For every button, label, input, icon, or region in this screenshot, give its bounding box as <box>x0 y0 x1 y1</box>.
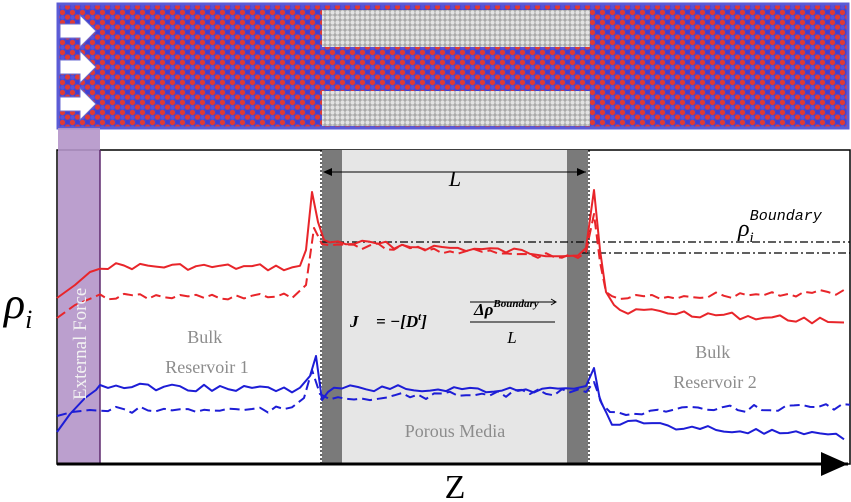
porous-wall-right <box>567 150 588 464</box>
white-right-arrow-icon <box>59 49 97 85</box>
fluid-region-left <box>58 4 323 128</box>
boundary-rho-label: ρiBoundary <box>737 208 823 246</box>
porous-slab-bottom <box>322 91 590 126</box>
y-axis-label: ρi <box>2 279 32 334</box>
simulation-box-border <box>56 2 850 130</box>
fluid-region-right <box>590 4 848 128</box>
density-plot: L ρiBoundary J⃗ = −[Dt] ΔρBoundary L Bul… <box>2 128 851 502</box>
length-label: L <box>448 166 461 191</box>
porous-media-region <box>322 150 588 464</box>
density-curves <box>56 189 851 441</box>
x-axis-label: Z <box>445 469 466 502</box>
bulk-reservoir-2-label: Bulk Reservoir 2 <box>673 342 756 392</box>
density-curve-red-solid <box>56 189 845 325</box>
bulk-reservoir-1-label: Bulk Reservoir 1 <box>165 327 248 377</box>
svg-text:L: L <box>506 328 516 347</box>
density-curve-blue-dashed <box>56 369 851 417</box>
density-curve-blue-solid <box>56 355 845 441</box>
external-force-band <box>58 128 100 464</box>
svg-text:ΔρBoundary: ΔρBoundary <box>473 298 539 319</box>
external-force-label: External Force <box>70 288 91 400</box>
porous-wall-left <box>322 150 342 464</box>
white-right-arrow-icon <box>59 86 97 122</box>
porous-media-label: Porous Media <box>405 421 506 441</box>
simulation-snapshot <box>56 2 850 130</box>
svg-text:J⃗ = −[Dt]: J⃗ = −[Dt] <box>349 311 427 331</box>
porous-slab-top <box>322 10 590 47</box>
white-right-arrow-icon <box>59 13 97 49</box>
density-curve-red-dashed <box>56 213 845 319</box>
flux-equation: J⃗ = −[Dt] ΔρBoundary L <box>349 298 557 347</box>
